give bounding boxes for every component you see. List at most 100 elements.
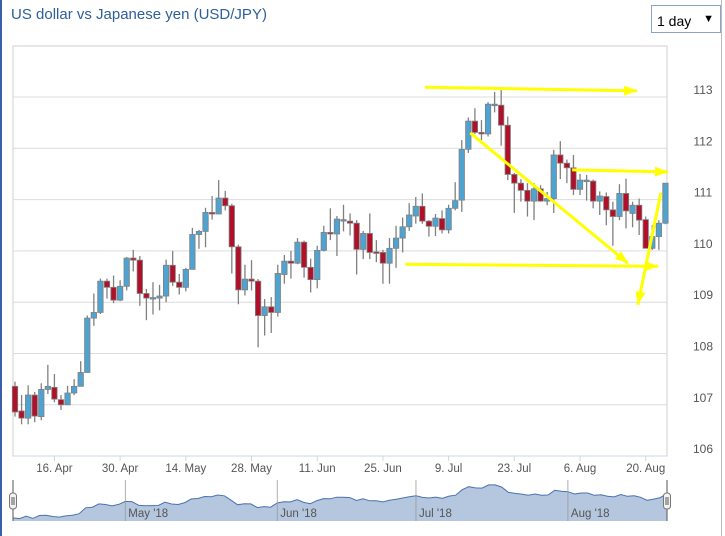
candle-up [465,120,472,150]
candle-up [530,188,538,202]
x-tick-label: 25. Jun [364,463,402,475]
candle-up [406,214,413,228]
annotation-arrow-line [424,85,638,93]
candle-up [550,154,557,199]
candle-up [84,317,91,373]
candle-down [511,174,518,184]
dropdown-caret-icon: ▼ [703,13,714,25]
candle-up [432,217,439,227]
candle-up [662,182,669,224]
candle-up [202,212,209,232]
candle-down [517,182,524,191]
navigator-handle-right[interactable] [663,492,671,510]
candle-up [294,241,301,264]
candle-down [498,104,505,126]
candle-up [320,232,327,251]
y-tick-label: 108 [693,340,713,354]
candle-up [163,264,170,297]
x-tick-label: 11. Jun [299,463,336,475]
candle-down [11,385,19,413]
candle-down [235,246,242,291]
candle-down [471,120,479,133]
navigator-label: Jun '18 [280,508,317,520]
candle-up [616,193,623,217]
y-tick-label: 111 [694,186,713,200]
candle-up [458,148,465,201]
x-tick-label: 20. Aug [626,463,665,475]
candle-down [31,394,38,417]
candle-down [208,212,216,215]
candle-down [103,280,111,288]
candle-down [254,280,262,316]
candle-up [182,268,189,288]
candle-down [18,410,25,419]
annotation-arrowhead [624,85,638,96]
y-tick-label: 109 [693,288,713,302]
candle-up [97,280,104,313]
annotation-arrowhead [645,261,659,272]
candle-down [110,286,117,301]
range-select[interactable]: 1 day ▼ [651,5,721,33]
candle-up [314,249,321,281]
candle-down [143,293,150,299]
candle-up [215,197,222,215]
candle-up [274,273,281,313]
navigator-label: May '18 [128,508,168,520]
navigator-label: Aug '18 [571,508,610,520]
candle-down [425,220,433,227]
candle-down [366,233,373,253]
range-select-value: 1 day [657,13,692,29]
candle-down [176,281,183,288]
candle-up [189,234,196,270]
candle-up [149,297,157,300]
candle-up [77,372,84,387]
candle-down [353,222,360,250]
y-tick-label: 112 [693,134,712,148]
candle-down [268,306,275,313]
candle-down [609,209,616,217]
annotation-arrow-line [572,168,669,174]
candle-down [438,218,446,231]
candle-up [445,207,452,231]
annotation-arrowhead [614,251,628,264]
x-tick-label: 23. Jul [497,463,531,475]
candle-down [136,259,143,294]
candle-up [386,247,393,264]
navigator-label: Jul '18 [419,508,452,520]
annotation-arrow-line [469,131,629,265]
candle-down [524,189,531,202]
y-tick-label: 107 [693,391,713,405]
candle-up [281,260,288,275]
annotation-arrow-line [636,192,663,306]
annotation-arrowhead [654,166,669,177]
candle-up [195,231,203,235]
candle-down [373,251,380,254]
candle-up [576,179,584,190]
candle-up [583,179,590,183]
annotation-arrow-line [405,262,659,268]
candle-down [636,204,643,221]
candle-down [130,257,137,261]
y-tick-label: 106 [693,442,713,456]
candle-down [169,264,176,283]
x-tick-label: 30. Apr [102,463,139,475]
candle-down [478,131,485,135]
candle-down [419,205,426,222]
candle-down [222,197,229,207]
y-tick-label: 113 [693,83,712,97]
annotation-arrowhead [635,291,646,305]
x-tick-label: 9. Jul [435,463,463,475]
candle-up [117,285,124,301]
candle-down [327,232,334,235]
y-tick-label: 110 [693,237,712,251]
navigator-handle-left[interactable] [9,492,17,510]
x-tick-label: 28. May [231,463,272,475]
candle-up [360,233,367,250]
candle-up [261,306,268,316]
candle-up [452,200,459,209]
candle-up [123,257,130,287]
candle-up [484,103,492,135]
candle-up [333,218,341,235]
navigator-area [13,484,667,521]
